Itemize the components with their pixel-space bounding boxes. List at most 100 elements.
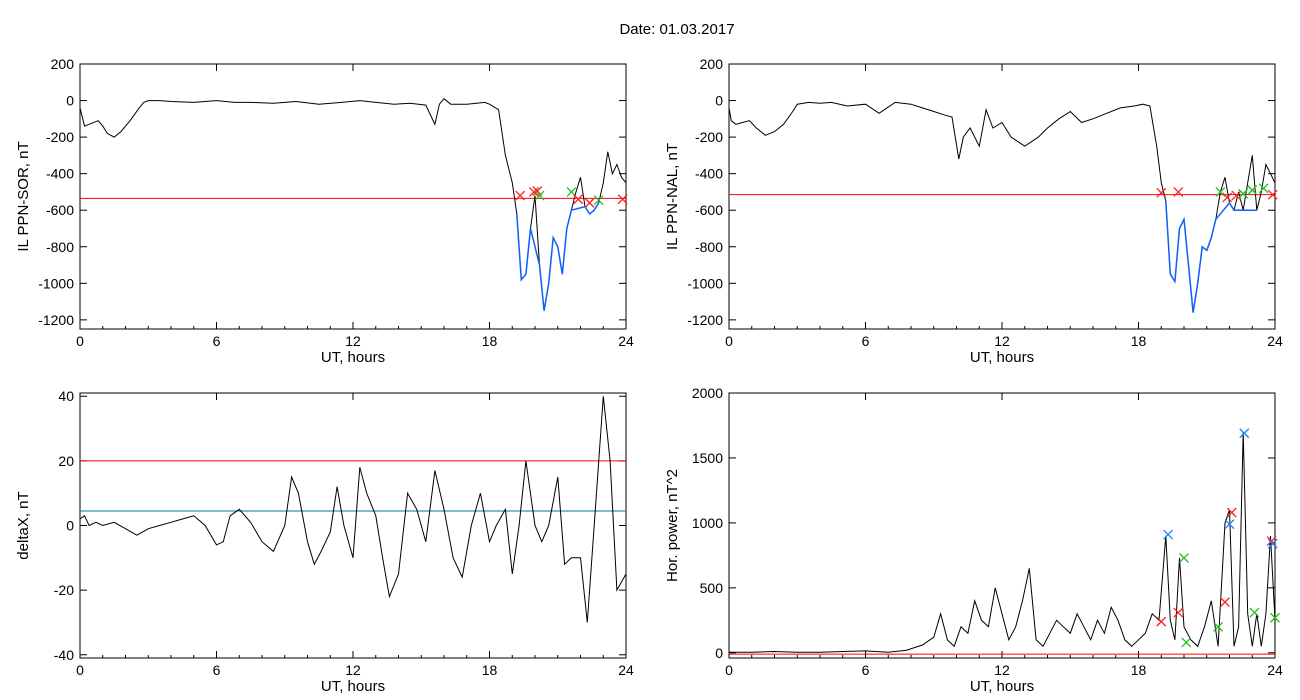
marker-stroke bbox=[534, 190, 545, 201]
plot-frame bbox=[728, 63, 1276, 330]
highlight-segment bbox=[516, 202, 600, 311]
x-tick-label: 0 bbox=[76, 662, 84, 678]
x-tick-label: 18 bbox=[1131, 662, 1147, 678]
y-tick-label: -800 bbox=[46, 239, 74, 255]
y-tick-label: 200 bbox=[700, 56, 724, 72]
x-tick-label: 0 bbox=[725, 333, 733, 349]
y-axis-label: IL PPN-NAL, nT bbox=[664, 143, 681, 250]
x-tick-label: 0 bbox=[76, 333, 84, 349]
event-marker bbox=[573, 194, 584, 205]
chart-panel-sor: 0 6 12 18 24 200 0 -200 -400 -600 -800 -1000 -1200 UT… bbox=[15, 56, 634, 366]
y-tick-label: -200 bbox=[46, 129, 74, 145]
marker-stroke bbox=[528, 186, 539, 197]
marker-stroke bbox=[1215, 186, 1226, 197]
x-tick-label: 12 bbox=[994, 333, 1010, 349]
marker-stroke bbox=[1258, 183, 1269, 194]
x-tick-label: 6 bbox=[862, 333, 870, 349]
marker-stroke bbox=[1213, 621, 1224, 632]
event-marker bbox=[1181, 637, 1192, 648]
x-tick-label: 12 bbox=[345, 333, 361, 349]
y-tick-label: 0 bbox=[715, 645, 723, 661]
series-line bbox=[79, 98, 627, 311]
marker-stroke bbox=[1156, 616, 1167, 627]
x-tick-label: 18 bbox=[1131, 333, 1147, 349]
plot-frame bbox=[79, 63, 627, 330]
y-axis-label: Hor. power, nT^2 bbox=[664, 469, 681, 582]
x-tick-label: 24 bbox=[1267, 333, 1283, 349]
y-tick-label: -1000 bbox=[38, 275, 74, 291]
y-tick-label: -400 bbox=[46, 166, 74, 182]
x-axis-label: UT, hours bbox=[970, 349, 1034, 366]
x-tick-label: 18 bbox=[482, 662, 498, 678]
event-marker bbox=[1267, 538, 1278, 549]
marker-stroke bbox=[1226, 507, 1237, 518]
event-marker bbox=[1266, 536, 1277, 547]
event-marker bbox=[515, 190, 526, 201]
y-tick-label: -200 bbox=[695, 129, 723, 145]
x-tick-label: 6 bbox=[862, 662, 870, 678]
event-marker bbox=[1238, 188, 1249, 199]
plot-frame bbox=[79, 392, 627, 659]
event-marker bbox=[1213, 621, 1224, 632]
y-tick-label: -20 bbox=[54, 582, 74, 598]
marker-stroke bbox=[1239, 428, 1250, 439]
y-tick-label: 1000 bbox=[692, 515, 723, 531]
event-marker bbox=[1179, 553, 1189, 563]
chart-panel-power: 0 6 12 18 24 2000 1500 1000 500 0 UT, hours Hor. po… bbox=[664, 385, 1283, 695]
event-marker bbox=[1267, 189, 1278, 200]
event-marker bbox=[1219, 597, 1230, 608]
marker-stroke bbox=[1219, 597, 1230, 608]
y-tick-label: -800 bbox=[695, 239, 723, 255]
event-marker bbox=[1222, 192, 1233, 203]
marker-stroke bbox=[1156, 187, 1167, 198]
marker-stroke bbox=[617, 194, 628, 205]
marker-stroke bbox=[1173, 186, 1184, 197]
marker-stroke bbox=[515, 190, 526, 201]
highlight-segment bbox=[1165, 201, 1257, 313]
series-line bbox=[729, 431, 1276, 653]
y-axis-label: IL PPN-SOR, nT bbox=[15, 141, 32, 251]
x-axis-label: UT, hours bbox=[321, 349, 385, 366]
chart-panel-nal: 0 6 12 18 24 200 0 -200 -400 -600 -800 -1000 -1200 UT… bbox=[664, 56, 1283, 366]
y-tick-label: 40 bbox=[58, 388, 74, 404]
event-marker bbox=[617, 194, 628, 205]
marker-stroke bbox=[1238, 188, 1249, 199]
y-tick-label: -1200 bbox=[687, 312, 723, 328]
event-marker bbox=[528, 186, 539, 197]
y-tick-label: 2000 bbox=[692, 385, 723, 401]
y-tick-label: 0 bbox=[66, 93, 74, 109]
event-marker bbox=[1239, 428, 1250, 439]
marker-stroke bbox=[593, 195, 604, 206]
event-marker bbox=[1156, 616, 1167, 627]
event-marker bbox=[1231, 190, 1242, 201]
marker-stroke bbox=[1181, 637, 1192, 648]
event-marker bbox=[1247, 185, 1258, 196]
panels-group: 0 6 12 18 242000-200-400-600-800-1000-1200UT… bbox=[15, 56, 1283, 695]
marker-stroke bbox=[1179, 553, 1189, 563]
marker-stroke bbox=[1231, 190, 1242, 201]
y-axis-label: deltaX, nT bbox=[15, 491, 32, 559]
event-marker bbox=[584, 197, 595, 208]
y-tick-label: 20 bbox=[58, 453, 74, 469]
event-marker bbox=[1173, 186, 1184, 197]
marker-stroke bbox=[566, 186, 577, 197]
x-tick-label: 0 bbox=[725, 662, 733, 678]
x-tick-label: 12 bbox=[994, 662, 1010, 678]
marker-stroke bbox=[532, 186, 543, 196]
x-tick-label: 6 bbox=[213, 333, 221, 349]
x-tick-label: 6 bbox=[213, 662, 221, 678]
y-tick-label: -1000 bbox=[687, 275, 723, 291]
x-tick-label: 24 bbox=[1267, 662, 1283, 678]
date-title: Date: 01.03.2017 bbox=[619, 21, 734, 38]
event-marker bbox=[1224, 519, 1235, 530]
series-line bbox=[79, 396, 627, 623]
chart-panel-deltax: 0 6 12 18 24 40 20 0 -20 -40 UT, hours deltaX, nT bbox=[15, 388, 634, 695]
x-tick-label: 24 bbox=[618, 662, 634, 678]
x-tick-label: 12 bbox=[345, 662, 361, 678]
event-marker bbox=[593, 195, 604, 206]
y-tick-label: 1500 bbox=[692, 450, 723, 466]
marker-stroke bbox=[1247, 185, 1258, 196]
marker-stroke bbox=[1267, 538, 1278, 549]
event-marker bbox=[1173, 607, 1184, 618]
y-tick-label: 0 bbox=[66, 518, 74, 534]
